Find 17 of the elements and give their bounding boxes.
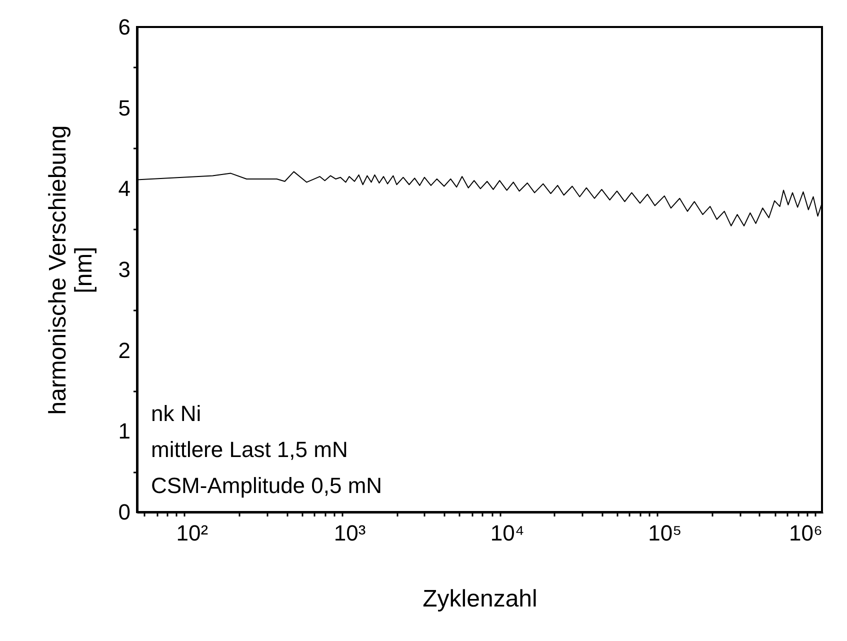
annotation: mittlere Last 1,5 mN	[151, 437, 348, 462]
y-tick-label: 6	[118, 14, 130, 40]
x-axis-title: Zyklenzahl	[422, 586, 538, 612]
y-axis-title: harmonische Verschiebung [nm]	[44, 125, 98, 415]
x-tick-label: 10³	[334, 520, 366, 546]
y-tick-label: 2	[118, 338, 130, 363]
x-tick-label: 10⁶	[788, 520, 822, 546]
x-tick-label: 10⁴	[490, 520, 524, 546]
y-tick-label: 5	[118, 95, 130, 120]
annotation: CSM-Amplitude 0,5 mN	[151, 473, 382, 498]
y-tick-label: 0	[118, 500, 130, 524]
y-tick-label: 4	[118, 176, 130, 202]
x-tick-label: 10²	[176, 520, 208, 546]
annotation: nk Ni	[151, 401, 202, 426]
y-tick-label: 1	[118, 418, 130, 444]
y-tick-label: 3	[118, 257, 130, 282]
x-tick-label: 10⁵	[648, 520, 682, 546]
